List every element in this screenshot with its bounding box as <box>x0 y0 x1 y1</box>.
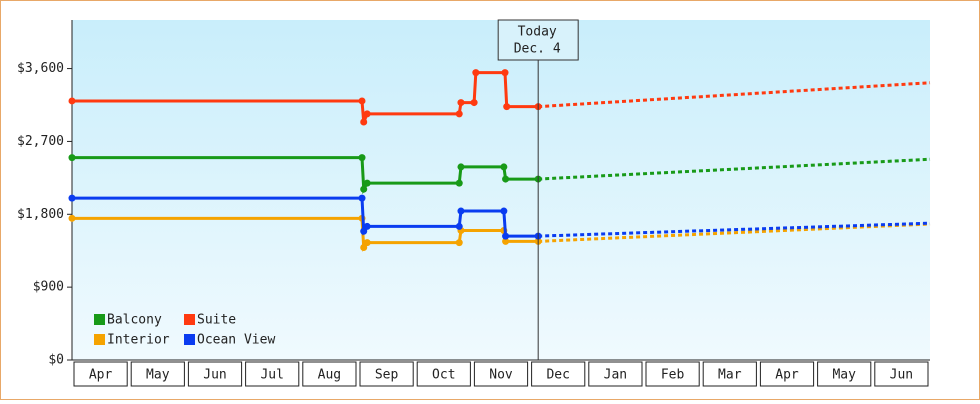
y-tick-label: $1,800 <box>17 207 64 222</box>
point <box>503 103 511 111</box>
point <box>363 110 371 118</box>
point <box>363 179 371 187</box>
x-tick-label: May <box>832 368 856 383</box>
month-box <box>645 361 700 387</box>
point <box>502 237 510 245</box>
x-tick-label: Aug <box>318 368 341 383</box>
month-box <box>187 361 243 387</box>
month-box <box>302 361 357 387</box>
x-tick-label: Jul <box>260 368 283 383</box>
plot-area <box>72 20 930 360</box>
month-box <box>359 361 414 387</box>
month-box <box>588 361 643 387</box>
y-tick-label: $0 <box>48 353 64 368</box>
legend-swatch <box>94 314 105 325</box>
x-tick-label: Feb <box>661 368 685 383</box>
month-box <box>817 361 872 387</box>
x-tick-label: Mar <box>718 368 742 383</box>
y-tick-label: $2,700 <box>17 134 64 149</box>
point <box>358 97 366 105</box>
point <box>363 222 371 230</box>
month-box <box>416 361 471 387</box>
point <box>455 222 463 230</box>
point <box>457 163 465 171</box>
month-box <box>702 361 757 387</box>
point <box>68 194 76 202</box>
point <box>360 118 368 126</box>
month-box <box>874 361 929 387</box>
y-tick-label: $3,600 <box>17 61 64 76</box>
point <box>360 243 368 251</box>
point <box>68 97 76 105</box>
month-box <box>73 361 128 387</box>
forecast-line <box>538 157 931 181</box>
point <box>500 207 508 215</box>
point <box>358 194 366 202</box>
point <box>455 179 463 187</box>
forecast-line <box>538 221 931 238</box>
point <box>501 69 509 77</box>
month-box <box>473 361 529 387</box>
month-box <box>759 361 815 387</box>
legend-swatch <box>184 314 195 325</box>
x-tick-label: Apr <box>775 368 799 383</box>
legend-swatch <box>94 334 105 345</box>
x-tick-label: Jun <box>890 368 913 383</box>
point <box>68 214 76 222</box>
x-tick-label: Oct <box>432 368 455 383</box>
x-tick-label: Apr <box>89 368 113 383</box>
legend-label: Suite <box>197 313 236 328</box>
today-box <box>497 19 579 61</box>
x-tick-label: Jan <box>604 368 627 383</box>
x-tick-label: May <box>146 368 170 383</box>
point <box>502 232 510 240</box>
point <box>470 99 478 107</box>
today-date: Dec. 4 <box>514 42 561 57</box>
point <box>358 154 366 162</box>
point <box>457 99 465 107</box>
x-tick-label: Jun <box>203 368 226 383</box>
legend-label: Balcony <box>107 313 162 328</box>
legend-label: Interior <box>107 333 170 348</box>
point <box>360 185 368 193</box>
point <box>455 110 463 118</box>
point <box>68 154 76 162</box>
month-box <box>130 361 185 387</box>
month-box <box>531 361 586 387</box>
forecast-line <box>538 222 931 243</box>
y-tick-label: $900 <box>33 280 64 295</box>
x-tick-label: Sep <box>375 368 399 383</box>
x-tick-label: Dec <box>546 368 569 383</box>
today-label: Today <box>518 25 557 40</box>
point <box>502 175 510 183</box>
forecast-line <box>538 81 931 109</box>
point <box>455 239 463 247</box>
point <box>363 239 371 247</box>
point <box>472 69 480 77</box>
point <box>360 227 368 235</box>
legend-label: Ocean View <box>197 333 275 348</box>
point <box>457 207 465 215</box>
month-box <box>245 361 300 387</box>
x-tick-label: Nov <box>489 368 513 383</box>
point <box>500 163 508 171</box>
legend-swatch <box>184 334 195 345</box>
